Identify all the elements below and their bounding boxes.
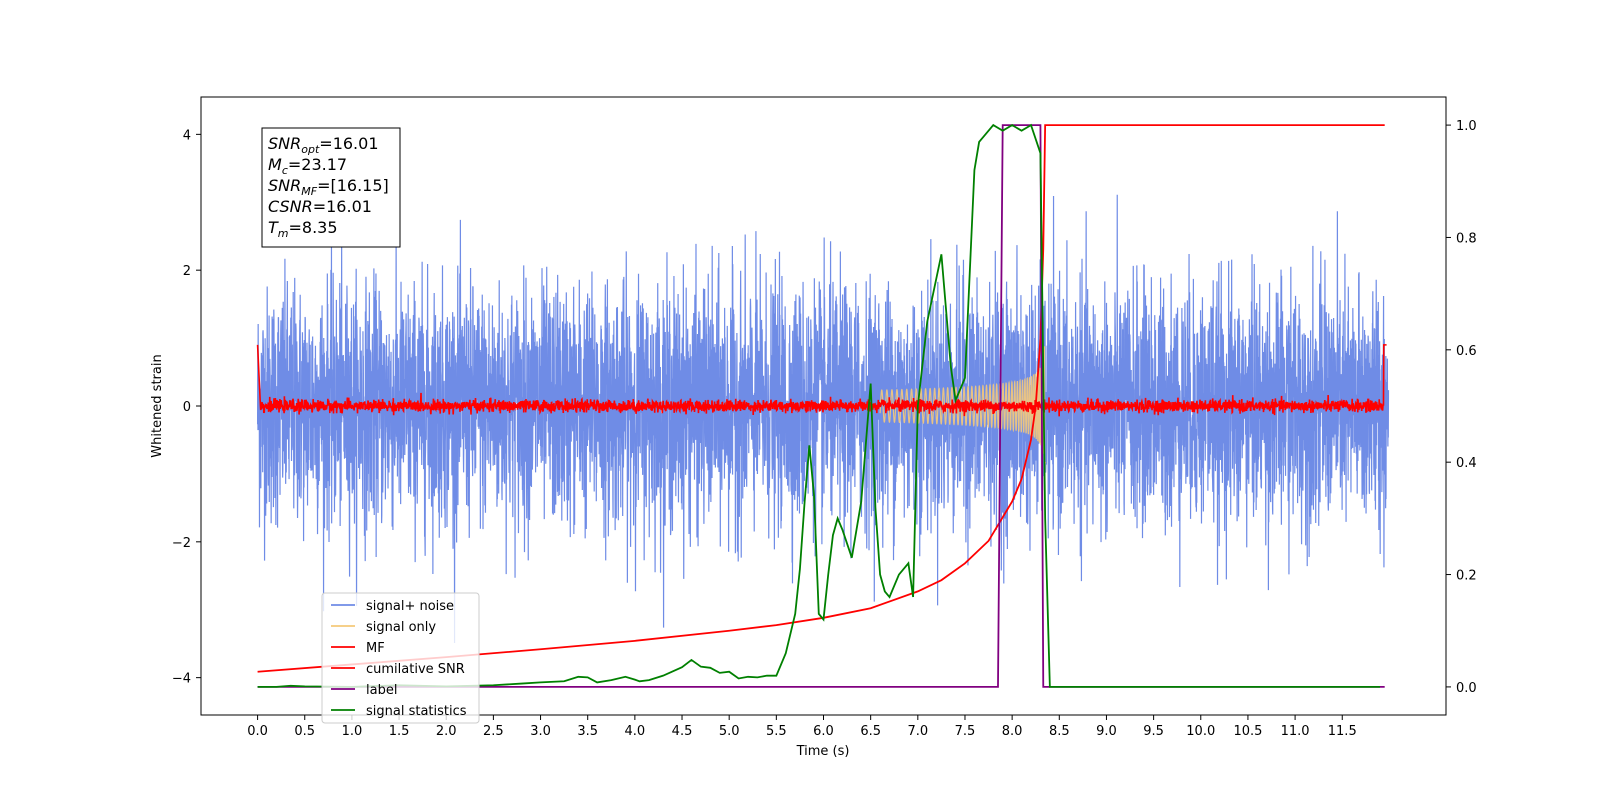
series-signal-noise-line [256, 194, 1390, 644]
x-tick-label: 2.5 [483, 724, 504, 739]
x-axis-label: Time (s) [796, 744, 850, 759]
series-signal-statistics-line [257, 123, 1380, 688]
legend-entry: label [366, 683, 397, 698]
legend-entry: signal only [366, 620, 436, 635]
y-tick-label: 2 [183, 264, 191, 279]
annotation-line: SNRopt=16.01 [268, 134, 379, 156]
y-axis-label: Whitened strain [150, 354, 165, 457]
x-tick-label: 0.5 [294, 724, 315, 739]
y2-tick-label: 0.4 [1456, 456, 1477, 471]
x-tick-label: 0.0 [247, 724, 268, 739]
annotation-box-frame [261, 127, 401, 248]
y-axis-right: 0.0 0.2 0.4 0.6 0.8 1.0 [1446, 119, 1477, 696]
x-tick-label: 2.0 [436, 724, 457, 739]
plot-series-layer [256, 123, 1390, 688]
x-tick-label: 5.0 [719, 724, 740, 739]
legend-entry: signal+ noise [366, 599, 454, 614]
y2-tick-label: 0.0 [1456, 681, 1477, 696]
annotation-line: Mc=23.17 [268, 155, 347, 177]
x-axis: 0.0 0.5 1.0 1.5 2.0 2.5 3.0 3.5 4.0 4.5 5.0 5.5 6.0 6… [247, 715, 1357, 739]
legend-entry: MF [366, 641, 385, 656]
legend-entry: cumilative SNR [366, 662, 465, 677]
y2-tick-label: 1.0 [1456, 119, 1477, 134]
x-tick-label: 3.5 [577, 724, 598, 739]
annotation-line: Tm=8.35 [268, 218, 338, 240]
x-tick-label: 10.0 [1186, 724, 1215, 739]
x-tick-label: 5.5 [766, 724, 787, 739]
x-tick-label: 6.0 [813, 724, 834, 739]
x-tick-label: 11.5 [1328, 724, 1357, 739]
annotation-line: SNRMF=[16.15] [268, 176, 389, 198]
x-tick-label: 9.0 [1096, 724, 1117, 739]
annotation-line: CSNR=16.01 [268, 197, 372, 216]
y-tick-label: −4 [172, 672, 191, 687]
y-axis-left: −4 −2 0 2 4 [172, 128, 201, 687]
x-tick-label: 3.0 [530, 724, 551, 739]
series-mf-line [256, 344, 1387, 417]
x-tick-label: 8.0 [1002, 724, 1023, 739]
x-tick-label: 1.5 [389, 724, 410, 739]
y2-tick-label: 0.2 [1456, 569, 1477, 584]
y2-tick-label: 0.8 [1456, 231, 1477, 246]
x-tick-label: 10.5 [1233, 724, 1262, 739]
x-tick-label: 8.5 [1049, 724, 1070, 739]
y2-tick-label: 0.6 [1456, 344, 1477, 359]
x-tick-label: 7.5 [955, 724, 976, 739]
x-tick-label: 4.0 [625, 724, 646, 739]
x-tick-label: 6.5 [860, 724, 881, 739]
x-tick-label: 7.0 [907, 724, 928, 739]
y-tick-label: 0 [183, 400, 191, 415]
x-tick-label: 11.0 [1281, 724, 1310, 739]
x-tick-label: 1.0 [342, 724, 363, 739]
x-tick-label: 9.5 [1143, 724, 1164, 739]
y-tick-label: 4 [183, 128, 191, 143]
legend-entry: signal statistics [366, 704, 467, 719]
legend: signal+ noise signal only MF cumilative SNR… [321, 592, 480, 724]
legend-frame [321, 592, 480, 724]
annotation-box: SNRopt=16.01Mc=23.17SNRMF=[16.15]CSNR=16… [261, 127, 401, 248]
x-tick-label: 4.5 [672, 724, 693, 739]
y-tick-label: −2 [172, 536, 191, 551]
